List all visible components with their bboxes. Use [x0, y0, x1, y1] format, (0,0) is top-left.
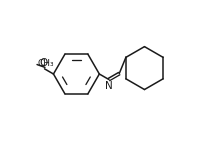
- Text: N: N: [105, 81, 113, 91]
- Text: O: O: [0, 147, 1, 148]
- Text: CH₃: CH₃: [37, 59, 54, 68]
- Text: O: O: [40, 58, 48, 68]
- Text: O: O: [0, 147, 1, 148]
